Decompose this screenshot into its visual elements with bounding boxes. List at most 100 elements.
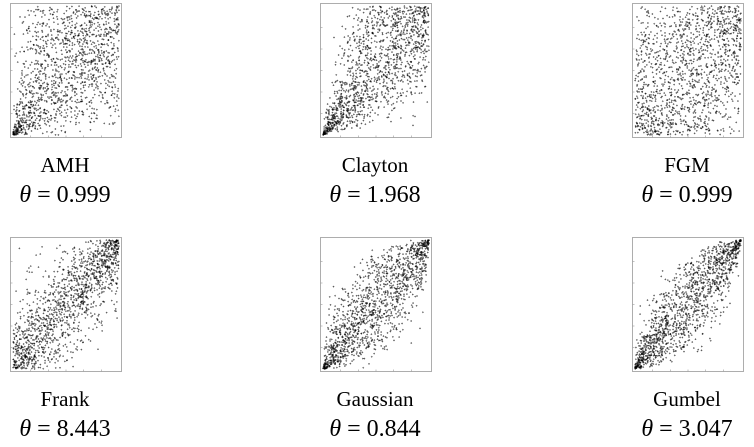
scatter-point: [367, 107, 370, 110]
scatter-point: [407, 9, 409, 12]
scatter-point: [690, 41, 692, 44]
scatter-point: [81, 45, 83, 48]
scatter-point: [357, 95, 359, 98]
scatter-point: [351, 78, 354, 80]
scatter-point: [654, 82, 656, 85]
scatter-point: [326, 117, 329, 119]
scatter-point: [381, 22, 384, 24]
scatter-point: [102, 68, 105, 70]
scatter-point: [30, 330, 32, 332]
scatter-point: [56, 8, 59, 11]
scatter-point: [92, 306, 94, 308]
scatter-point: [736, 40, 738, 42]
scatter-point: [376, 73, 379, 75]
scatter-point: [644, 112, 646, 115]
scatter-point: [720, 23, 722, 25]
scatter-point: [34, 114, 36, 117]
scatter-point: [22, 33, 25, 35]
scatter-point: [117, 55, 120, 58]
scatter-point: [727, 32, 730, 34]
scatter-point: [709, 44, 712, 46]
scatter-point: [29, 48, 32, 50]
scatter-point: [645, 101, 648, 103]
scatter-point: [54, 317, 57, 320]
scatter-point: [51, 46, 53, 49]
scatter-point: [694, 115, 697, 118]
scatter-point: [61, 82, 63, 84]
scatter-point: [348, 39, 351, 41]
scatter-point: [48, 76, 50, 79]
scatter-point: [367, 62, 370, 65]
scatter-point: [424, 85, 426, 88]
scatter-point: [644, 106, 647, 108]
scatter-point: [681, 133, 683, 136]
scatter-point: [88, 327, 90, 329]
scatter-point: [95, 6, 98, 9]
scatter-point: [75, 66, 78, 69]
scatter-point: [99, 71, 102, 74]
scatter-point: [722, 127, 725, 130]
scatter-point: [20, 357, 22, 360]
scatter-point: [114, 308, 117, 310]
scatter-point: [380, 11, 382, 14]
scatter-point: [726, 85, 728, 88]
scatter-point: [692, 104, 695, 106]
scatter-point: [99, 239, 101, 242]
scatter-point: [23, 50, 25, 53]
scatter-point: [380, 92, 383, 94]
scatter-point: [101, 63, 103, 65]
scatter-point: [353, 96, 356, 98]
scatter-point: [641, 6, 643, 8]
scatter-point: [676, 68, 678, 71]
scatter-point: [679, 72, 682, 75]
scatter-point: [82, 51, 84, 53]
scatter-point: [657, 119, 660, 122]
scatter-point: [704, 57, 706, 59]
scatter-point: [100, 12, 103, 14]
scatter-point: [42, 47, 44, 49]
scatter-point: [49, 292, 52, 294]
scatter-point: [44, 359, 46, 362]
scatter-point: [665, 70, 668, 73]
scatter-point: [362, 48, 364, 51]
scatter-point: [338, 89, 340, 92]
scatter-point: [650, 118, 653, 120]
scatter-point: [388, 66, 390, 69]
scatter-point: [355, 118, 357, 121]
scatter-point: [373, 76, 376, 79]
scatter-point: [92, 242, 94, 245]
scatter-point: [735, 19, 738, 21]
scatter-point: [35, 349, 37, 352]
scatter-point: [407, 41, 410, 43]
scatter-point: [362, 81, 365, 83]
scatter-point: [113, 17, 116, 20]
scatter-point: [83, 22, 86, 24]
scatter-point: [59, 318, 61, 320]
scatter-point: [374, 9, 377, 12]
scatter-point: [386, 36, 388, 39]
scatter-point: [327, 126, 330, 129]
scatter-point: [37, 92, 39, 95]
scatter-point: [355, 99, 357, 101]
scatter-point: [397, 21, 400, 24]
scatter-point: [69, 55, 72, 57]
scatter-point: [46, 328, 49, 330]
scatter-point: [333, 92, 336, 95]
scatter-point: [736, 5, 739, 7]
scatter-point: [735, 55, 738, 57]
scatter-point: [369, 80, 371, 83]
scatter-point: [731, 100, 734, 102]
scatter-point: [42, 22, 45, 24]
scatter-point: [339, 104, 342, 106]
scatter-point: [356, 119, 359, 122]
scatter-point: [411, 49, 414, 52]
scatter-point: [35, 74, 38, 76]
scatter-point: [409, 9, 412, 11]
scatter-point: [401, 88, 403, 91]
scatter-point: [699, 127, 702, 129]
scatter-point: [31, 309, 33, 312]
scatter-point: [648, 94, 651, 96]
scatter-point: [90, 258, 92, 261]
scatter-point: [77, 34, 80, 37]
scatter-point: [370, 37, 373, 40]
